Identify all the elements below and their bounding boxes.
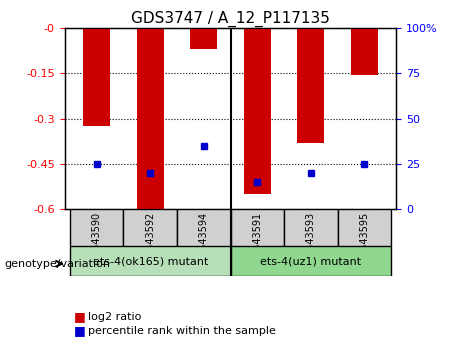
Text: ■: ■ bbox=[74, 325, 85, 337]
Text: GSM543595: GSM543595 bbox=[359, 212, 369, 271]
FancyBboxPatch shape bbox=[124, 209, 177, 246]
Text: GSM543591: GSM543591 bbox=[252, 212, 262, 271]
FancyBboxPatch shape bbox=[284, 209, 337, 246]
Bar bbox=[190, 28, 217, 50]
Bar bbox=[351, 28, 378, 75]
Title: GDS3747 / A_12_P117135: GDS3747 / A_12_P117135 bbox=[131, 11, 330, 27]
Text: percentile rank within the sample: percentile rank within the sample bbox=[88, 326, 276, 336]
FancyBboxPatch shape bbox=[70, 209, 124, 246]
Text: ets-4(ok165) mutant: ets-4(ok165) mutant bbox=[93, 256, 208, 266]
FancyBboxPatch shape bbox=[230, 246, 391, 276]
FancyBboxPatch shape bbox=[177, 209, 230, 246]
Bar bbox=[137, 28, 164, 212]
Text: GSM543594: GSM543594 bbox=[199, 212, 209, 271]
Text: genotype/variation: genotype/variation bbox=[5, 259, 111, 269]
FancyBboxPatch shape bbox=[230, 209, 284, 246]
FancyBboxPatch shape bbox=[70, 246, 230, 276]
Text: log2 ratio: log2 ratio bbox=[88, 312, 141, 322]
Text: ets-4(uz1) mutant: ets-4(uz1) mutant bbox=[260, 256, 361, 266]
Text: GSM543592: GSM543592 bbox=[145, 212, 155, 271]
Bar bbox=[83, 28, 110, 126]
Bar bbox=[297, 28, 324, 143]
Text: ■: ■ bbox=[74, 310, 85, 323]
Text: GSM543593: GSM543593 bbox=[306, 212, 316, 271]
Text: GSM543590: GSM543590 bbox=[92, 212, 102, 271]
FancyBboxPatch shape bbox=[337, 209, 391, 246]
Bar bbox=[244, 28, 271, 194]
